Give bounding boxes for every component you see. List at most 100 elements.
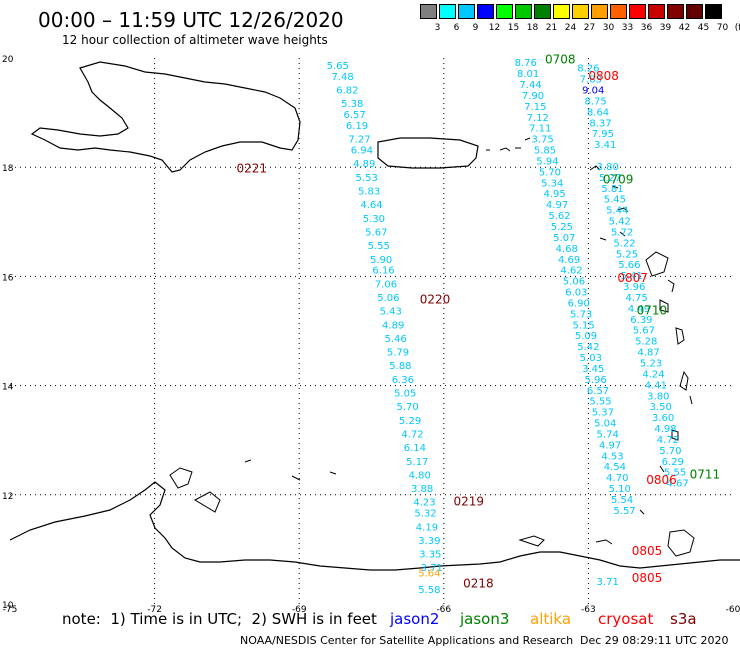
wave-height-value: 4.49 [628, 304, 650, 315]
scale-swatch [553, 4, 570, 19]
wave-height-value: 5.41 [621, 271, 643, 282]
wave-height-value: 8.26 [577, 64, 599, 75]
wave-height-value: 5.54 [611, 495, 633, 506]
legend-cryosat: cryosat [598, 610, 654, 628]
wave-height-value: 5.70 [397, 402, 419, 413]
scale-label: 15 [507, 23, 520, 33]
wave-height-value: 4.54 [604, 462, 626, 473]
wave-height-value: 7.48 [331, 72, 353, 83]
wave-height-value: 8.76 [515, 58, 537, 69]
scale-swatch [496, 4, 513, 19]
scale-label: 6 [453, 23, 460, 33]
coast-puerto-rico [377, 137, 479, 169]
units-note: note: 1) Time is in UTC; 2) SWH is in fe… [62, 610, 377, 628]
scale-swatch [610, 4, 627, 19]
legend-s3a: s3a [670, 610, 697, 628]
scale-label: 39 [659, 23, 672, 33]
lon-tick-label: -66 [436, 605, 451, 615]
wave-height-value: 5.67 [633, 326, 655, 337]
page-title: 00:00 – 11:59 UTC 12/26/2020 [38, 8, 344, 32]
wave-height-value: 5.62 [548, 211, 570, 222]
wave-height-value: 6.94 [351, 146, 373, 157]
wave-height-value: 4.72 [657, 435, 679, 446]
wave-height-value: 4.69 [558, 255, 580, 266]
wave-height-value: 6.57 [343, 110, 365, 121]
wave-height-value: 7.06 [375, 279, 397, 290]
wave-height-value: 5.74 [597, 429, 619, 440]
wave-height-value: 5.04 [594, 419, 616, 430]
wave-height-value: 5.43 [380, 307, 402, 318]
track-time-label: 0219 [453, 495, 484, 509]
wave-height-value: 5.45 [604, 195, 626, 206]
lon-tick-label: -63 [581, 605, 596, 615]
scale-label: 30 [602, 23, 615, 33]
scale-swatch [420, 4, 437, 19]
scale-label: 36 [640, 23, 653, 33]
wave-height-value: 6.57 [587, 386, 609, 397]
scale-swatch [686, 4, 703, 19]
wave-height-value: 5.25 [616, 249, 638, 260]
wave-height-value: 5.30 [363, 214, 385, 225]
track-time-label: 0806 [646, 473, 677, 487]
wave-height-value: 5.81 [601, 184, 623, 195]
wave-height-value: 5.37 [592, 408, 614, 419]
scale-label: 21 [545, 23, 558, 33]
wave-height-value: 5.23 [640, 358, 662, 369]
wave-height-value: 3.39 [418, 536, 440, 547]
wave-height-value: 5.73 [570, 309, 592, 320]
wave-height-value: 5.96 [584, 375, 606, 386]
wave-height-value: 5.34 [541, 178, 563, 189]
wave-height-value: 4.80 [409, 470, 431, 481]
wave-height-value: 6.82 [336, 85, 358, 96]
wave-height-value: 4.67 [666, 479, 688, 490]
wave-height-value: 8.37 [589, 118, 611, 129]
wave-height-value: 5.72 [611, 227, 633, 238]
wave-height-value: 5.07 [553, 233, 575, 244]
wave-height-value: 5.06 [563, 277, 585, 288]
track-time-label: 0807 [617, 271, 648, 285]
wave-height-value: 6.14 [404, 443, 426, 454]
footer-date: Dec 29 08:29:11 UTC 2020 [580, 634, 729, 647]
wave-height-value: 3.60 [652, 413, 674, 424]
scale-label: 45 [697, 23, 710, 33]
coast-margarita [518, 535, 613, 547]
wave-height-value: 6.39 [630, 315, 652, 326]
scale-swatch [591, 4, 608, 19]
legend-jason2: jason2 [390, 610, 440, 628]
wave-height-value: 4.70 [606, 473, 628, 484]
track-time-label: 0711 [690, 467, 721, 481]
wave-height-value: 5.57 [613, 506, 635, 517]
lon-tick-label: -60 [726, 605, 740, 615]
lat-tick-label: 20 [2, 55, 14, 65]
scale-label: 18 [526, 23, 539, 33]
wave-height-value: 8.75 [584, 96, 606, 107]
wave-height-value: 5.17 [406, 457, 428, 468]
lat-tick-label: 18 [2, 164, 14, 174]
wave-height-value: 5.42 [577, 342, 599, 353]
lat-tick-label: 16 [2, 273, 14, 283]
wave-height-value: 3.50 [650, 402, 672, 413]
wave-height-value: 5.90 [370, 255, 392, 266]
scale-swatch [705, 4, 722, 19]
track-time-label: 0710 [637, 304, 668, 318]
scale-swatch [534, 4, 551, 19]
lat-tick-label: 14 [2, 383, 14, 393]
scale-label: 3 [434, 23, 441, 33]
wave-height-value: 7.83 [580, 75, 602, 86]
wave-height-value: 4.98 [654, 424, 676, 435]
wave-height-value: 5.58 [418, 585, 440, 596]
scale-swatch [572, 4, 589, 19]
track-time-label: 0218 [463, 577, 494, 591]
lat-tick-label: 12 [2, 492, 13, 502]
wave-height-value: 9.04 [582, 85, 604, 96]
wave-height-value: 4.68 [556, 244, 578, 255]
axis-labels: 20 18 16 14 12 10-75 -72 -69 -66 -63 -60 [2, 55, 740, 615]
wave-height-value: 5.25 [551, 222, 573, 233]
wave-height-value: 5.28 [635, 337, 657, 348]
wave-height-value: 5.05 [394, 389, 416, 400]
wave-height-value: 8.64 [587, 107, 609, 118]
wave-height-value: 5.70 [539, 167, 561, 178]
wave-height-value: 4.89 [382, 320, 404, 331]
wave-height-value: 4.75 [625, 293, 647, 304]
wave-height-value: 7.90 [522, 91, 544, 102]
